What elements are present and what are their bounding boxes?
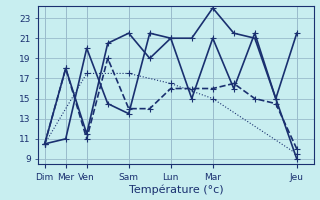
X-axis label: Température (°c): Température (°c) bbox=[129, 185, 223, 195]
